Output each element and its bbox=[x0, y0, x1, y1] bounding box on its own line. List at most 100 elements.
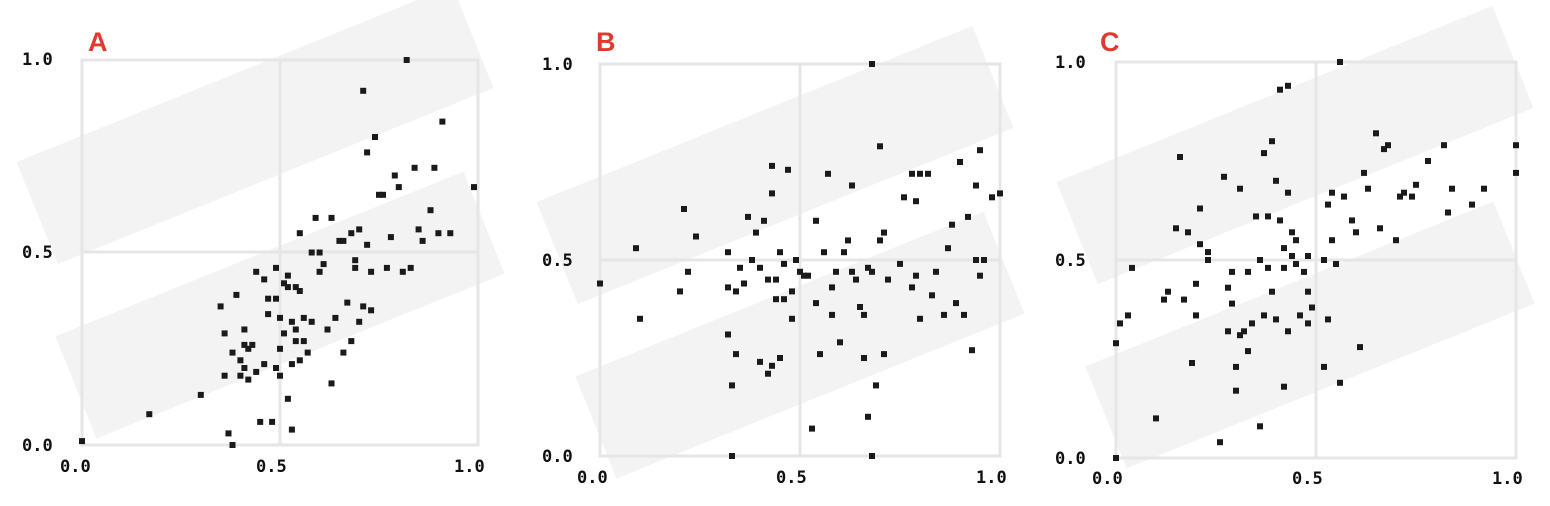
data-point bbox=[225, 430, 232, 437]
data-point bbox=[1217, 439, 1223, 446]
data-point bbox=[292, 338, 299, 345]
data-point bbox=[953, 300, 959, 307]
data-point bbox=[1357, 344, 1363, 351]
data-point bbox=[1413, 181, 1419, 188]
data-point bbox=[1333, 261, 1339, 267]
data-point bbox=[1481, 185, 1487, 192]
data-point bbox=[241, 326, 248, 333]
data-point bbox=[1257, 257, 1263, 263]
data-point bbox=[1373, 130, 1379, 137]
data-point bbox=[773, 276, 779, 283]
data-point bbox=[749, 257, 755, 263]
data-point bbox=[1269, 288, 1275, 295]
data-point bbox=[801, 272, 807, 279]
data-point bbox=[1285, 328, 1291, 335]
data-point bbox=[146, 411, 153, 418]
data-point bbox=[399, 268, 406, 275]
data-point bbox=[973, 257, 979, 263]
data-point bbox=[1297, 312, 1303, 319]
data-point bbox=[821, 249, 827, 256]
data-point bbox=[395, 184, 402, 191]
data-point bbox=[277, 314, 283, 321]
panel-b: B 1.0 0.5 0.0 0.0 0.5 1.0 bbox=[542, 27, 1007, 488]
y-tick-label: 1.0 bbox=[22, 50, 53, 70]
data-point bbox=[977, 147, 983, 154]
data-point bbox=[1237, 185, 1243, 192]
data-point bbox=[1261, 312, 1267, 319]
data-point bbox=[1321, 363, 1327, 370]
data-point bbox=[1161, 296, 1167, 303]
data-point bbox=[261, 361, 268, 368]
data-point bbox=[913, 272, 919, 279]
data-point bbox=[909, 284, 915, 291]
data-point bbox=[419, 237, 426, 244]
data-point bbox=[328, 380, 335, 387]
y-tick-label: 0.0 bbox=[22, 436, 53, 456]
data-point bbox=[1205, 257, 1211, 263]
data-point bbox=[284, 272, 291, 279]
x-tick-label: 1.0 bbox=[1492, 469, 1523, 489]
data-point bbox=[1285, 189, 1291, 196]
data-point bbox=[1193, 280, 1199, 287]
data-point bbox=[261, 276, 268, 283]
data-point bbox=[725, 331, 731, 338]
data-point bbox=[233, 291, 240, 298]
data-point bbox=[249, 341, 256, 348]
data-point bbox=[1245, 268, 1251, 275]
data-point bbox=[1241, 328, 1247, 335]
data-point bbox=[917, 315, 923, 322]
data-point bbox=[997, 190, 1003, 197]
data-point bbox=[364, 241, 371, 248]
data-point bbox=[761, 217, 767, 224]
data-point bbox=[781, 296, 787, 303]
data-point bbox=[1185, 229, 1191, 236]
data-point bbox=[1233, 387, 1239, 394]
data-point bbox=[356, 318, 363, 325]
data-point bbox=[1353, 229, 1359, 236]
data-point bbox=[857, 304, 863, 310]
data-point bbox=[865, 264, 871, 271]
data-point bbox=[1281, 383, 1287, 390]
data-point bbox=[1265, 264, 1271, 271]
data-point bbox=[977, 272, 983, 279]
data-point bbox=[853, 276, 859, 283]
data-point bbox=[865, 413, 871, 420]
data-point bbox=[785, 166, 791, 173]
data-point bbox=[769, 190, 775, 197]
data-point bbox=[845, 237, 851, 244]
data-point bbox=[897, 260, 903, 267]
data-point bbox=[1329, 237, 1335, 244]
data-point bbox=[849, 182, 855, 189]
data-point bbox=[945, 245, 951, 252]
y-tick-label: 0.0 bbox=[1055, 449, 1086, 469]
data-point bbox=[1153, 415, 1159, 422]
data-point bbox=[79, 438, 85, 445]
data-point bbox=[1277, 86, 1283, 93]
data-point bbox=[933, 268, 939, 275]
data-point bbox=[1245, 348, 1251, 355]
data-point bbox=[1129, 264, 1135, 271]
data-point bbox=[1113, 455, 1119, 461]
data-point bbox=[1173, 225, 1179, 232]
data-point bbox=[332, 314, 339, 321]
data-point bbox=[1445, 209, 1451, 216]
data-point bbox=[281, 280, 287, 287]
data-point bbox=[439, 118, 446, 125]
data-point bbox=[877, 237, 883, 244]
data-point bbox=[1393, 237, 1399, 244]
data-point bbox=[797, 268, 803, 275]
data-point bbox=[789, 288, 795, 295]
data-point bbox=[805, 272, 811, 279]
data-point bbox=[757, 264, 763, 271]
data-point bbox=[941, 311, 947, 318]
x-tick-label: 0.5 bbox=[1292, 469, 1323, 489]
data-point bbox=[949, 221, 955, 228]
data-point bbox=[637, 315, 643, 322]
data-point bbox=[765, 276, 771, 283]
data-point bbox=[885, 276, 891, 283]
data-point bbox=[849, 268, 855, 275]
data-point bbox=[237, 372, 244, 379]
data-point bbox=[308, 318, 315, 325]
data-point bbox=[328, 214, 335, 221]
data-point bbox=[296, 288, 303, 294]
